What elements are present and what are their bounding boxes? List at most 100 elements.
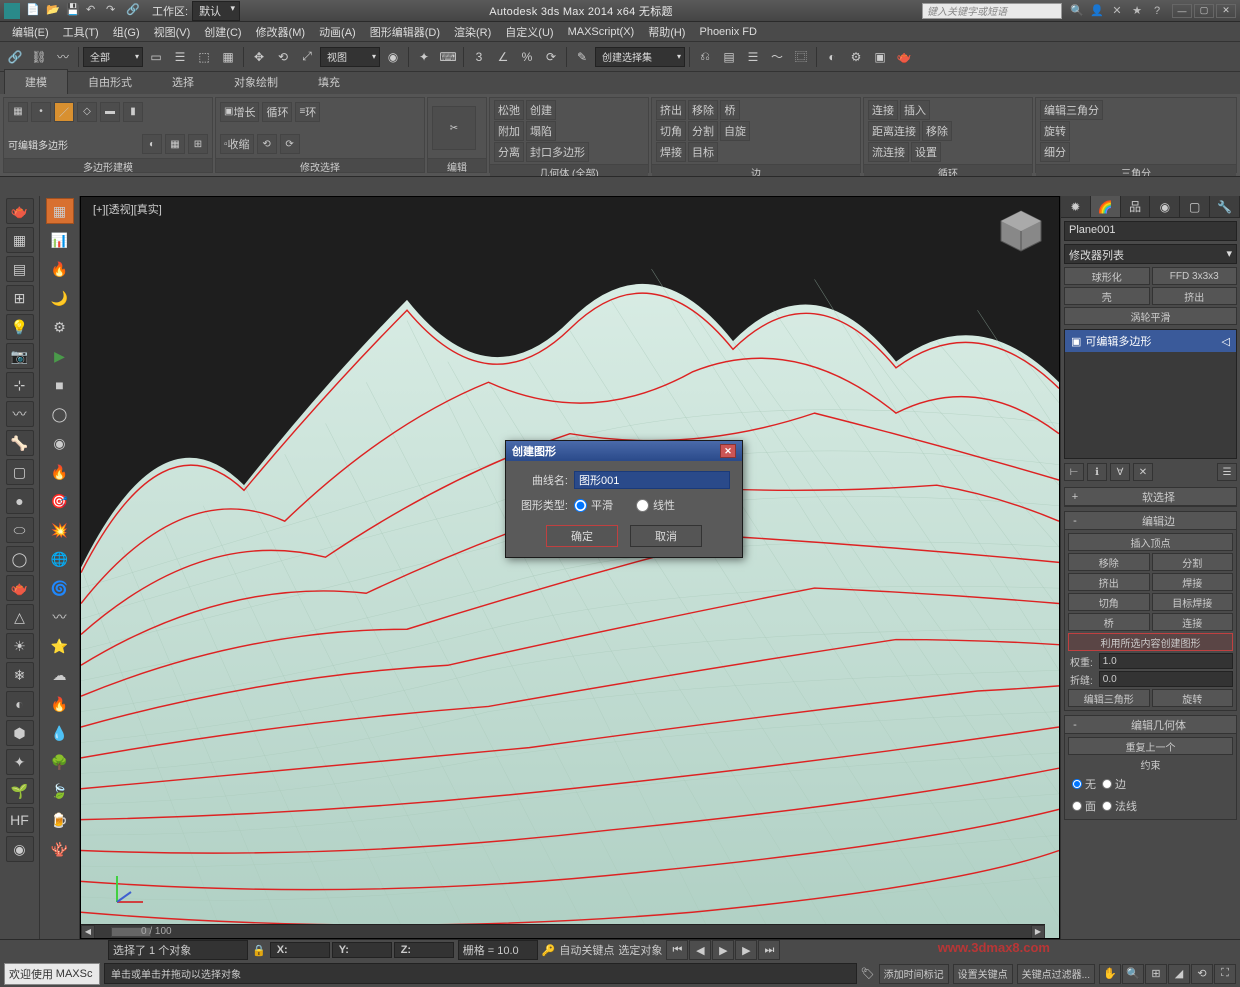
render-icon[interactable]: 🫖 <box>893 46 915 68</box>
repeat-last-button[interactable]: 重复上一个 <box>1068 737 1233 755</box>
workspace-dropdown[interactable]: 默认 <box>192 1 240 21</box>
move-tool-icon[interactable]: ✥ <box>248 46 270 68</box>
hierarchy-tab-icon[interactable]: 品 <box>1121 196 1151 217</box>
constraint-face-radio[interactable]: 面 <box>1072 798 1096 814</box>
crease-spinner[interactable]: 0.0 <box>1099 671 1233 687</box>
sun-icon[interactable]: ☀ <box>6 633 34 659</box>
grow-button[interactable]: ▣ 增长 <box>220 102 259 122</box>
dialog-close-icon[interactable]: ✕ <box>720 444 736 458</box>
ffd-button[interactable]: FFD 3x3x3 <box>1152 267 1238 285</box>
edit-tri-button[interactable]: 编辑三角形 <box>1068 689 1150 707</box>
constraint-none-radio[interactable]: 无 <box>1072 776 1096 792</box>
circle2-icon[interactable]: ◉ <box>46 430 74 456</box>
constraint-normal-radio[interactable]: 法线 <box>1102 798 1137 814</box>
menu-phoenixfd[interactable]: Phoenix FD <box>693 24 762 40</box>
helper-icon[interactable]: ⊹ <box>6 372 34 398</box>
star-gold-icon[interactable]: ⭐ <box>46 633 74 659</box>
coral-icon[interactable]: 🪸 <box>46 836 74 862</box>
teapot-icon[interactable]: 🫖 <box>6 198 34 224</box>
target-edge-button[interactable]: 目标 <box>688 142 718 162</box>
configure-icon[interactable]: ☰ <box>1217 463 1237 481</box>
connect-button[interactable]: 连接 <box>1152 613 1234 631</box>
bind-spacewarp-icon[interactable]: 〰 <box>52 46 74 68</box>
snap-toggle-icon[interactable]: 3 <box>468 46 490 68</box>
cylinder-icon[interactable]: ⬭ <box>6 517 34 543</box>
torus-icon[interactable]: ◯ <box>6 546 34 572</box>
favorite-icon[interactable]: ★ <box>1130 4 1144 18</box>
angle-snap-icon[interactable]: ∠ <box>492 46 514 68</box>
ribbon-tab-modeling[interactable]: 建模 <box>4 69 68 94</box>
shrink-button[interactable]: ▫ 收缩 <box>220 134 254 154</box>
ribbon-tab-freeform[interactable]: 自由形式 <box>68 70 152 94</box>
loop-settings-button[interactable]: 设置 <box>911 142 941 162</box>
remove-loop-button[interactable]: 移除 <box>922 121 952 141</box>
extrude-button[interactable]: 挤出 <box>1068 573 1150 591</box>
orange-box-icon[interactable]: ▦ <box>46 198 74 224</box>
drop-icon[interactable]: 💧 <box>46 720 74 746</box>
chamfer-edge-button[interactable]: 切角 <box>656 121 686 141</box>
menu-create[interactable]: 创建(C) <box>198 22 247 42</box>
beer-icon[interactable]: 🍺 <box>46 807 74 833</box>
y-coord[interactable]: Y: <box>332 942 392 958</box>
attach-button[interactable]: 附加 <box>494 121 524 141</box>
nurms-icon[interactable]: ▦ <box>165 134 185 154</box>
percent-snap-icon[interactable]: % <box>516 46 538 68</box>
ignore-icon[interactable]: ⊞ <box>188 134 208 154</box>
t3-icon[interactable]: ✦ <box>6 749 34 775</box>
camera-icon[interactable]: 📷 <box>6 343 34 369</box>
target-weld-button[interactable]: 目标焊接 <box>1152 593 1234 611</box>
tag-icon[interactable]: 🏷 <box>861 967 875 980</box>
dialog-titlebar[interactable]: 创建图形 ✕ <box>506 441 742 461</box>
create-tab-icon[interactable]: ✹ <box>1061 196 1091 217</box>
viewcube[interactable] <box>997 207 1045 255</box>
window-crossing-icon[interactable]: ▦ <box>217 46 239 68</box>
scroll-right-icon[interactable]: ▶ <box>1031 925 1045 939</box>
sphere-icon[interactable]: ● <box>6 488 34 514</box>
wall-icon[interactable]: ▦ <box>6 227 34 253</box>
poly-mode-icon[interactable]: ▦ <box>8 102 28 122</box>
pan-icon[interactable]: ✋ <box>1099 964 1121 984</box>
app-icon[interactable] <box>4 3 20 19</box>
ribbon-tab-populate[interactable]: 填充 <box>298 70 360 94</box>
linear-radio[interactable]: 线性 <box>636 497 686 513</box>
turbosmooth-button[interactable]: 涡轮平滑 <box>1064 307 1237 325</box>
hf-icon[interactable]: HF <box>6 807 34 833</box>
align-icon[interactable]: ▤ <box>718 46 740 68</box>
detail-button[interactable]: 细分 <box>1040 142 1070 162</box>
make-unique-icon[interactable]: ∀ <box>1110 463 1130 481</box>
ring-spin-icon[interactable]: ⟳ <box>280 134 300 154</box>
zoom-icon[interactable]: 🔍 <box>1122 964 1144 984</box>
chart-icon[interactable]: 📊 <box>46 227 74 253</box>
unlink-tool-icon[interactable]: ⛓ <box>28 46 50 68</box>
stop-icon[interactable]: ■ <box>46 372 74 398</box>
set-key-button[interactable]: 设置关键点 <box>953 964 1013 984</box>
rollout-header[interactable]: + 软选择 <box>1065 488 1236 506</box>
panel-icon[interactable]: ▤ <box>6 256 34 282</box>
cap-button[interactable]: 封口多边形 <box>526 142 589 162</box>
select-region-icon[interactable]: ⬚ <box>193 46 215 68</box>
turn-button[interactable]: 旋转 <box>1152 689 1234 707</box>
search-input[interactable]: 键入关键字或短语 <box>922 3 1062 19</box>
object-name-field[interactable]: Plane001 <box>1064 221 1237 241</box>
remove-edge-button[interactable]: 移除 <box>688 100 718 120</box>
menu-help[interactable]: 帮助(H) <box>642 22 691 42</box>
fire-icon[interactable]: 🔥 <box>46 256 74 282</box>
menu-modifiers[interactable]: 修改器(M) <box>250 22 312 42</box>
edit-named-sel-icon[interactable]: ✎ <box>571 46 593 68</box>
key-filters-button[interactable]: 关键点过滤器... <box>1017 964 1095 984</box>
curve-name-input[interactable] <box>574 471 730 489</box>
wave-icon[interactable]: 〰 <box>46 604 74 630</box>
split-button[interactable]: 分割 <box>1152 553 1234 571</box>
lock-icon[interactable]: 🔒 <box>252 944 266 957</box>
auto-key-button[interactable]: 自动关键点 <box>559 942 614 958</box>
undo-icon[interactable]: ↶ <box>86 3 102 19</box>
welcome-panel[interactable]: 欢迎使用 MAXSc <box>4 963 100 985</box>
preview-icon[interactable]: ◐ <box>142 134 162 154</box>
light-icon[interactable]: 💡 <box>6 314 34 340</box>
viewport-scrollbar[interactable]: ◀ ▶ <box>81 924 1045 938</box>
pin-stack-icon[interactable]: ⊢ <box>1064 463 1084 481</box>
scale-tool-icon[interactable]: ⤢ <box>296 46 318 68</box>
weld-edge-button[interactable]: 焊接 <box>656 142 686 162</box>
keyboard-shortcut-icon[interactable]: ⌨ <box>437 46 459 68</box>
edge-mode-icon[interactable]: ／ <box>54 102 74 122</box>
